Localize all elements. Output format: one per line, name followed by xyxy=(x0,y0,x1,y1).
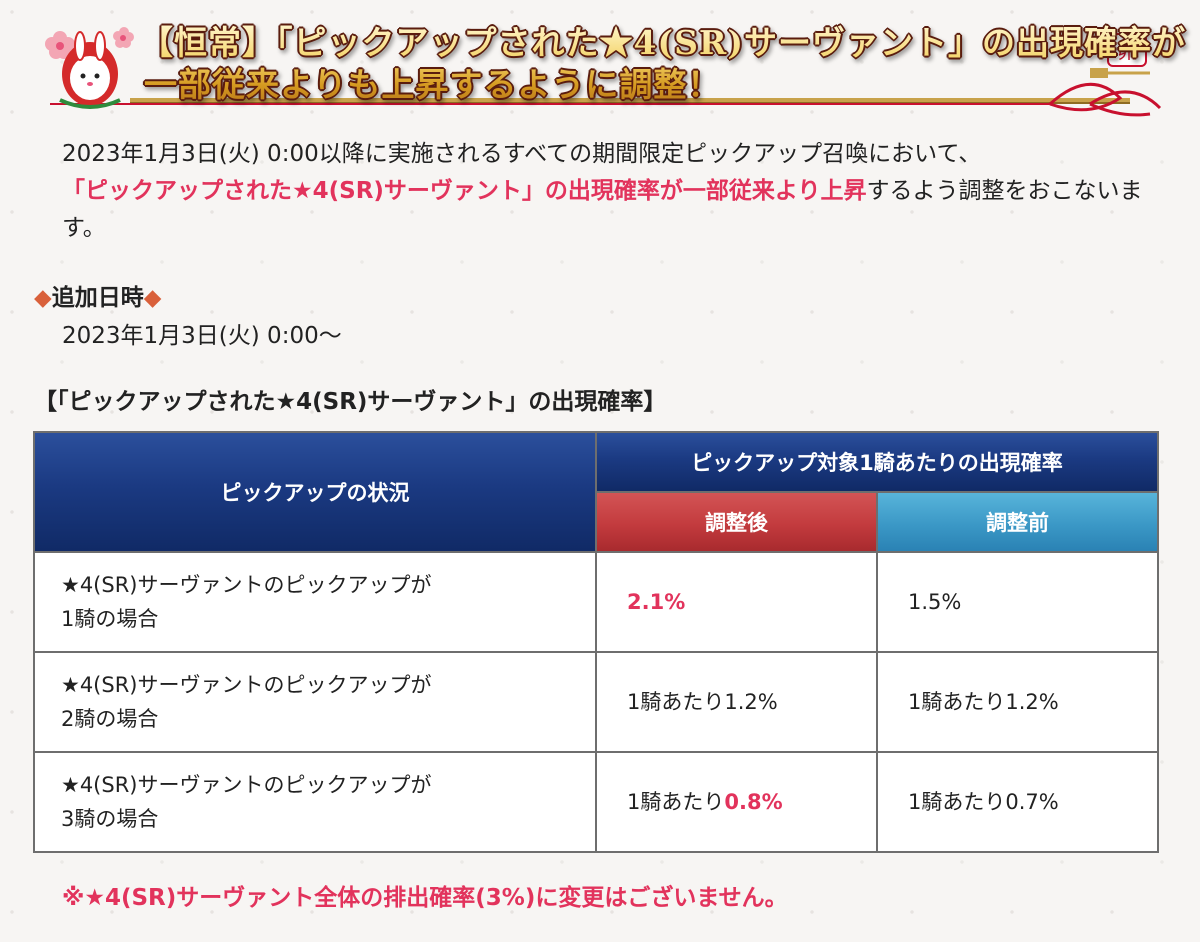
diamond-icon: ◆ xyxy=(34,285,52,311)
header-after-adjustment: 調整後 xyxy=(595,491,878,553)
before-cell: 1.5% xyxy=(876,551,1159,653)
table-row: ★4(SR)サーヴァントのピックアップが 1騎の場合 2.1% 1.5% xyxy=(33,551,1159,653)
footnote: ※★4(SR)サーヴァント全体の排出確率(3%)に変更はございません。 xyxy=(62,885,788,911)
after-cell: 1騎あたり0.8% xyxy=(595,751,878,853)
after-value: 0.8% xyxy=(724,790,783,814)
rabbit-badge-icon: 卯 xyxy=(1107,33,1147,67)
condition-line2: 2騎の場合 xyxy=(61,707,159,731)
intro-highlight: 「ピックアップされた★4(SR)サーヴァント」の出現確率が一部従来より上昇 xyxy=(62,178,867,204)
rabbit-daruma-icon xyxy=(59,31,121,109)
after-value: 1.2% xyxy=(724,690,778,714)
header-banner: 卯 【恒常】「ピックアップされた★4(SR)サーヴァント」の出現確率が 一部従来… xyxy=(30,18,1178,118)
banner-title-line1: 【恒常】「ピックアップされた★4(SR)サーヴァント」の出現確率が xyxy=(140,23,1186,62)
header-before-adjustment: 調整前 xyxy=(876,491,1159,553)
banner-title-line2: 一部従来よりも上昇するように調整！ xyxy=(144,65,722,104)
after-prefix: 1騎あたり xyxy=(627,690,725,714)
table-title: 【「ピックアップされた★4(SR)サーヴァント」の出現確率】 xyxy=(34,389,667,415)
diamond-icon: ◆ xyxy=(143,285,162,311)
intro-text-part1: 2023年1月3日(火) 0:00以降に実施されるすべての期間限定ピックアップ召… xyxy=(62,141,982,167)
condition-line2: 1騎の場合 xyxy=(61,607,159,631)
intro-text-part2: するよう調整をおこないます。 xyxy=(62,178,1143,241)
after-value: 2.1% xyxy=(627,590,686,614)
before-cell: 1騎あたり1.2% xyxy=(876,651,1159,753)
after-cell: 2.1% xyxy=(595,551,878,653)
condition-line1: ★4(SR)サーヴァントのピックアップが xyxy=(61,773,432,797)
after-prefix: 1騎あたり xyxy=(627,790,725,814)
banner-title: 【恒常】「ピックアップされた★4(SR)サーヴァント」の出現確率が 一部従来より… xyxy=(140,22,1186,106)
added-date-heading: ◆追加日時◆ xyxy=(34,280,161,316)
added-date-value: 2023年1月3日(火) 0:00〜 xyxy=(62,323,342,349)
after-cell: 1騎あたり1.2% xyxy=(595,651,878,753)
condition-cell: ★4(SR)サーヴァントのピックアップが 2騎の場合 xyxy=(33,651,597,753)
condition-line2: 3騎の場合 xyxy=(61,807,159,831)
svg-text:卯: 卯 xyxy=(1117,39,1137,63)
table-row: ★4(SR)サーヴァントのピックアップが 3騎の場合 1騎あたり0.8% 1騎あた… xyxy=(33,751,1159,853)
rate-table: ピックアップの状況 ピックアップ対象1騎あたりの出現確率 調整後 調整前 ★4(… xyxy=(33,431,1159,853)
before-cell: 1騎あたり0.7% xyxy=(876,751,1159,853)
plum-flower-icon xyxy=(45,31,75,59)
condition-line1: ★4(SR)サーヴァントのピックアップが xyxy=(61,573,432,597)
condition-cell: ★4(SR)サーヴァントのピックアップが 3騎の場合 xyxy=(33,751,597,853)
table-row: ★4(SR)サーヴァントのピックアップが 2騎の場合 1騎あたり1.2% 1騎あた… xyxy=(33,651,1159,753)
header-rate-per-servant: ピックアップ対象1騎あたりの出現確率 xyxy=(595,431,1159,493)
condition-cell: ★4(SR)サーヴァントのピックアップが 1騎の場合 xyxy=(33,551,597,653)
banner-decoration: 卯 xyxy=(45,27,1162,117)
header-pickup-status: ピックアップの状況 xyxy=(33,431,597,553)
ribbon-knot-icon xyxy=(1048,68,1162,117)
added-date-heading-label: 追加日時 xyxy=(51,285,144,311)
condition-line1: ★4(SR)サーヴァントのピックアップが xyxy=(61,673,432,697)
intro-paragraph: 2023年1月3日(火) 0:00以降に実施されるすべての期間限定ピックアップ召… xyxy=(62,136,1172,247)
